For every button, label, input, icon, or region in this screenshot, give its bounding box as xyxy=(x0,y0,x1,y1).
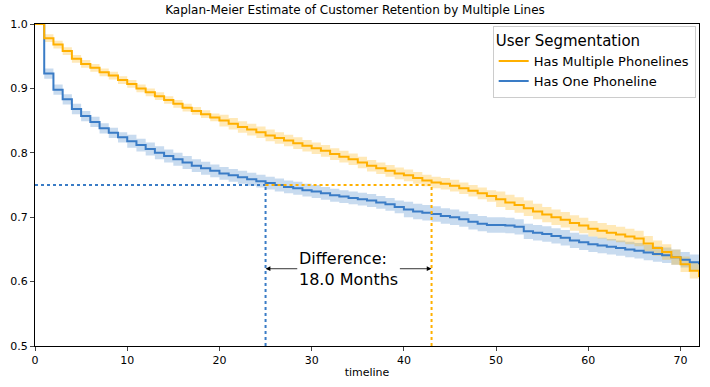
svg-text:40: 40 xyxy=(397,354,411,367)
svg-text:10: 10 xyxy=(120,354,134,367)
svg-text:50: 50 xyxy=(489,354,503,367)
svg-text:1.0: 1.0 xyxy=(10,18,28,31)
svg-text:Difference:18.0 Months: Difference:18.0 Months xyxy=(299,249,398,289)
svg-text:Has Multiple Phonelines: Has Multiple Phonelines xyxy=(534,54,689,69)
svg-text:Kaplan-Meier Estimate of Custo: Kaplan-Meier Estimate of Customer Retent… xyxy=(165,3,545,17)
svg-text:0.7: 0.7 xyxy=(10,211,28,224)
svg-text:20: 20 xyxy=(212,354,226,367)
svg-text:0.9: 0.9 xyxy=(10,82,28,95)
svg-text:0.6: 0.6 xyxy=(10,275,28,288)
svg-text:70: 70 xyxy=(674,354,688,367)
svg-text:timeline: timeline xyxy=(345,366,390,379)
svg-text:60: 60 xyxy=(581,354,595,367)
svg-text:Has One Phoneline: Has One Phoneline xyxy=(534,74,657,89)
svg-text:User Segmentation: User Segmentation xyxy=(496,32,640,50)
svg-text:0.8: 0.8 xyxy=(10,147,28,160)
svg-text:0.5: 0.5 xyxy=(10,340,28,353)
svg-text:0: 0 xyxy=(32,354,39,367)
svg-text:30: 30 xyxy=(305,354,319,367)
